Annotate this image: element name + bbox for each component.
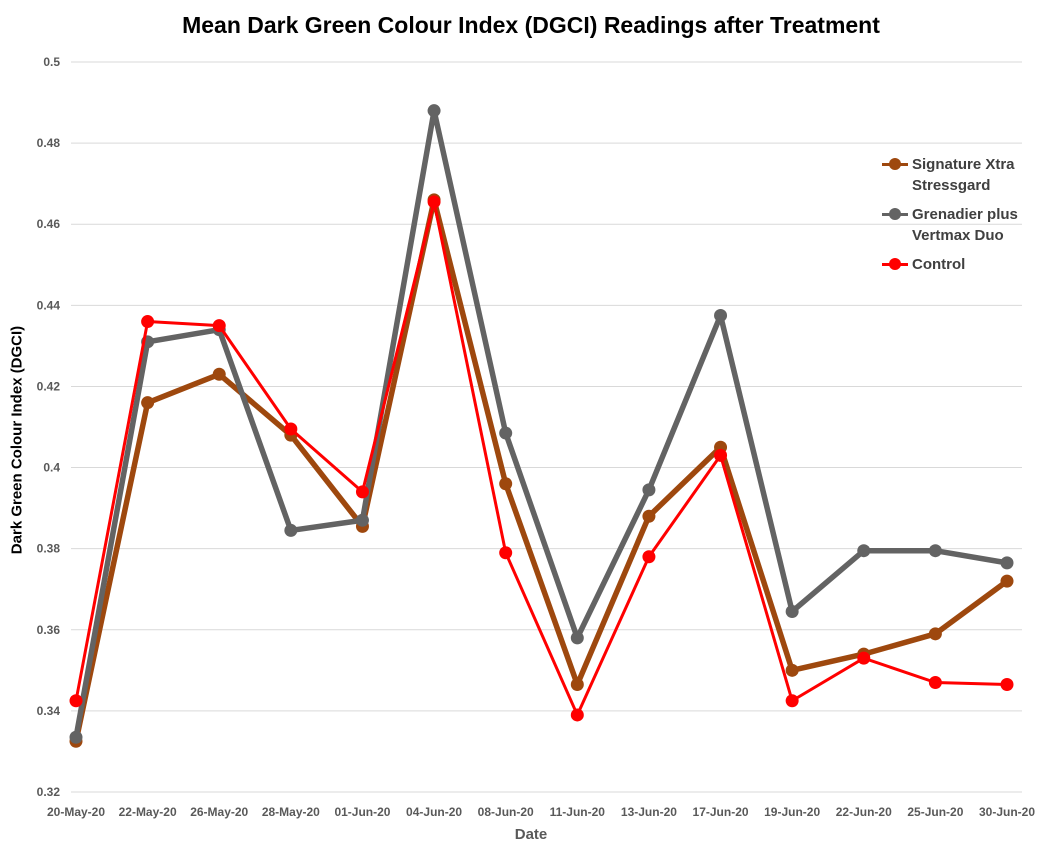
gridlines xyxy=(71,61,1022,793)
x-tick-label: 20-May-20 xyxy=(47,805,105,819)
data-point xyxy=(785,694,799,708)
x-tick-label: 25-Jun-20 xyxy=(907,805,963,819)
data-point xyxy=(857,651,871,665)
data-point xyxy=(141,315,155,329)
data-point xyxy=(928,676,942,689)
legend: Signature Xtra Stressgard Grenadier plus … xyxy=(882,154,1052,283)
data-point xyxy=(1000,556,1014,570)
chart-title: Mean Dark Green Colour Index (DGCI) Read… xyxy=(182,12,880,38)
data-point xyxy=(570,708,584,722)
data-point xyxy=(499,546,513,560)
data-point xyxy=(1000,678,1014,692)
data-point xyxy=(642,550,656,564)
data-point xyxy=(284,422,298,436)
y-tick-label: 0.36 xyxy=(37,623,61,637)
legend-swatch xyxy=(882,258,908,270)
x-tick-label: 19-Jun-20 xyxy=(764,805,820,819)
series-1 xyxy=(69,193,1014,748)
series-lines xyxy=(69,104,1014,748)
y-tick-label: 0.5 xyxy=(43,55,60,69)
data-point xyxy=(928,627,942,641)
x-tick-label: 22-May-20 xyxy=(119,805,177,819)
data-point xyxy=(69,694,83,708)
y-tick-label: 0.42 xyxy=(37,379,61,393)
data-point xyxy=(427,104,441,118)
y-tick-label: 0.38 xyxy=(37,542,61,556)
x-tick-label: 11-Jun-20 xyxy=(550,805,606,819)
series-line xyxy=(74,200,1009,717)
series-3 xyxy=(69,195,1014,722)
legend-item: Grenadier plus Vertmax Duo xyxy=(882,204,1052,246)
data-point xyxy=(284,523,298,537)
y-tick-label: 0.44 xyxy=(37,298,61,312)
y-tick-label: 0.4 xyxy=(43,461,60,475)
x-axis-label: Date xyxy=(514,826,548,843)
x-tick-label: 26-May-20 xyxy=(190,805,248,819)
y-tick-label: 0.46 xyxy=(37,217,61,231)
data-point xyxy=(499,426,513,440)
x-tick-label: 30-Jun-20 xyxy=(979,805,1035,819)
legend-label: Control xyxy=(912,256,966,273)
data-point xyxy=(785,605,799,619)
x-tick-label: 04-Jun-20 xyxy=(406,805,462,819)
x-tick-label: 01-Jun-20 xyxy=(334,805,390,819)
legend-swatch xyxy=(882,158,908,170)
data-point xyxy=(714,448,728,462)
data-point xyxy=(141,396,155,410)
legend-label: Signature Xtra Stressgard xyxy=(912,156,1015,194)
data-point xyxy=(212,367,226,381)
data-point xyxy=(69,730,83,744)
x-tick-label: 22-Jun-20 xyxy=(836,805,892,819)
legend-swatch xyxy=(882,208,908,220)
data-point xyxy=(570,631,584,645)
data-point xyxy=(570,678,584,692)
x-tick-labels: 20-May-20 22-May-20 26-May-20 28-May-20 01-J… xyxy=(47,805,1035,819)
legend-item: Signature Xtra Stressgard xyxy=(882,154,1052,196)
data-point xyxy=(714,308,728,322)
data-point xyxy=(1000,574,1014,588)
data-point xyxy=(499,477,513,491)
data-point xyxy=(642,483,656,497)
y-tick-label: 0.48 xyxy=(37,136,61,150)
data-point xyxy=(427,195,441,209)
x-tick-label: 28-May-20 xyxy=(262,805,320,819)
data-point xyxy=(785,663,799,677)
data-point xyxy=(355,485,369,499)
x-tick-label: 17-Jun-20 xyxy=(693,805,749,819)
data-point xyxy=(642,509,656,523)
series-2 xyxy=(69,104,1014,744)
data-point xyxy=(857,544,871,558)
data-point xyxy=(212,319,226,333)
y-tick-label: 0.34 xyxy=(37,704,61,718)
data-point xyxy=(355,513,369,527)
x-tick-label: 13-Jun-20 xyxy=(621,805,677,819)
series-line xyxy=(73,107,1010,740)
x-tick-label: 08-Jun-20 xyxy=(478,805,534,819)
y-tick-label: 0.32 xyxy=(37,785,61,799)
y-tick-labels: 0.32 0.34 0.36 0.38 0.4 0.42 0.44 0.46 0.48 0.5 xyxy=(37,55,61,799)
legend-label: Grenadier plus Vertmax Duo xyxy=(912,206,1018,244)
series-line xyxy=(73,197,1010,745)
legend-item: Control xyxy=(882,254,1052,275)
data-point xyxy=(928,544,942,558)
